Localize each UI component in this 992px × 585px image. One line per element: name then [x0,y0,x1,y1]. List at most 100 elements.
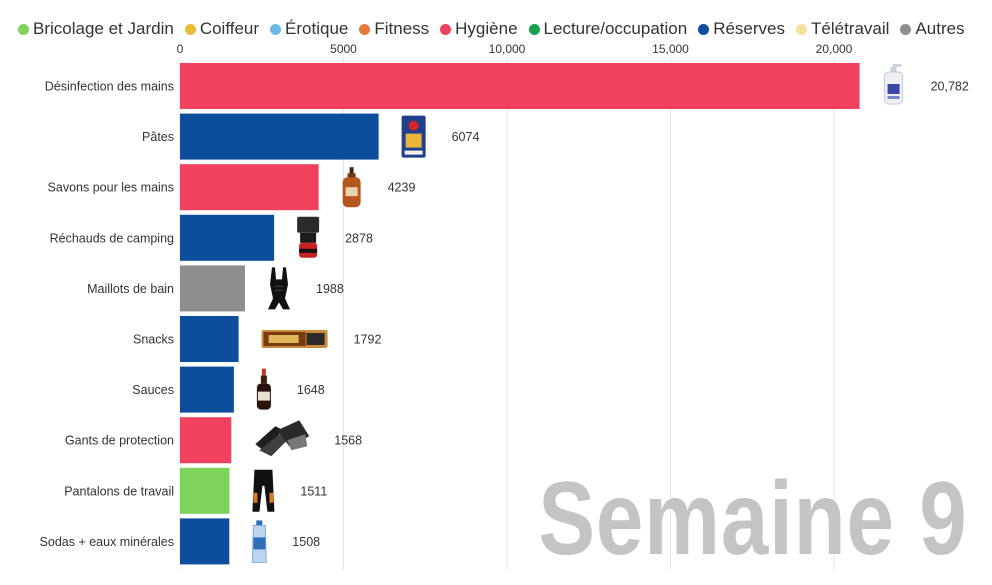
legend-item: Réserves [698,19,785,39]
value-label: 1988 [316,282,344,296]
legend-item: Fitness [359,19,429,39]
value-label: 4239 [388,181,416,195]
sanitizer-bottle-icon-part [887,96,900,99]
category-label: Désinfection des mains [45,80,174,94]
camping-stove-icon [297,216,320,258]
category-label: Pantalons de travail [64,484,174,498]
x-tick-label: 0 [177,42,184,56]
soap-bottle-icon-part [349,167,354,175]
x-tick-label: 15,000 [652,42,689,56]
value-label: 1648 [297,383,325,397]
legend-swatch [184,23,196,35]
legend-swatch [359,23,371,35]
legend-swatch [900,23,912,35]
legend-item: Hygiène [440,19,518,39]
sauce-bottle-icon-part [261,368,266,376]
pasta-box-icon-part [405,133,422,148]
bar [180,113,379,160]
sauce-bottle-icon-part [257,391,270,401]
category-label: Sauces [132,383,174,397]
swimsuit-icon-part [268,267,291,310]
legend-swatch [528,23,540,35]
bar [180,417,232,464]
legend: Bricolage et Jardin Coiffeur Érotique Fitne… [18,17,976,41]
legend-item: Érotique [270,19,348,39]
legend-item: Coiffeur [184,19,260,39]
legend-label: Autres [915,19,965,38]
camping-stove-icon-part [299,248,318,253]
legend-swatch [18,23,29,35]
category-label: Réchauds de camping [50,231,174,245]
work-pants-icon-part [269,492,274,503]
bar [180,518,230,565]
category-label: Snacks [133,333,174,347]
sauce-bottle-icon-part [260,375,267,384]
sanitizer-bottle-icon [884,64,904,105]
legend-item: Bricolage et Jardin [18,19,174,39]
category-label: Sodas + eaux minérales [40,535,174,549]
category-label: Savons pour les mains [48,181,174,195]
water-bottle-icon [251,520,267,563]
value-label: 20,782 [931,80,969,94]
legend-label: Télétravail [811,19,890,38]
legend-label: Fitness [374,19,430,38]
x-tick-label: 20,000 [816,42,853,56]
category-label: Maillots de bain [87,282,174,296]
x-tick-label: 10,000 [489,42,526,56]
legend-swatch [796,23,807,35]
sanitizer-bottle-icon-part [887,84,900,94]
value-label: 1511 [300,484,327,498]
pasta-box-icon-part [404,150,423,155]
sanitizer-bottle-icon-part [890,67,897,72]
sauce-bottle-icon [256,368,271,410]
legend-label: Réserves [713,19,785,38]
value-label: 2878 [345,231,373,245]
work-pants-icon [252,469,275,512]
snack-bar-icon [261,330,328,348]
pasta-box-icon-part [408,120,419,131]
gloves-icon-part [255,426,284,451]
bar [180,366,234,413]
legend-item: Lecture/occupation [528,19,688,39]
water-bottle-icon-part [253,537,266,550]
swimsuit-icon-part [275,285,284,291]
value-label: 1568 [334,434,362,448]
legend-item: Autres [900,19,965,39]
legend-label: Bricolage et Jardin [33,19,174,38]
legend-swatch [440,23,452,35]
work-pants-icon-part [253,492,258,503]
gloves-icon-part [287,434,308,451]
pasta-box-icon [401,115,426,158]
bar [180,265,246,312]
swimsuit-icon [268,267,291,310]
week-watermark: Semaine 9 [538,461,968,577]
bar [180,316,239,362]
legend-label: Érotique [285,19,349,38]
snack-bar-icon-part [306,333,325,345]
sanitizer-bottle-icon-part [892,64,902,67]
snack-bar-icon-part [268,335,299,343]
work-pants-icon-part [252,469,275,512]
value-label: 6074 [452,130,480,144]
soap-bottle-icon-part [347,173,356,179]
bar [180,467,230,514]
gloves-icon [255,420,310,457]
bar [180,164,319,211]
value-label: 1508 [292,535,320,549]
legend-label: Coiffeur [199,19,260,38]
x-tick-label: 5000 [330,42,357,56]
value-label: 1792 [354,333,382,347]
bar [180,63,860,109]
legend-label: Hygiène [455,19,518,38]
camping-stove-icon-part [300,232,317,243]
category-label: Gants de protection [65,434,174,448]
legend-label: Lecture/occupation [543,19,688,38]
soap-bottle-icon-part [345,187,358,197]
soap-bottle-icon [342,167,361,208]
legend-item: Télétravail [796,19,889,39]
legend-swatch [270,23,282,35]
category-label: Pâtes [142,130,174,144]
legend-swatch [698,23,710,35]
camping-stove-icon-part [297,216,320,233]
